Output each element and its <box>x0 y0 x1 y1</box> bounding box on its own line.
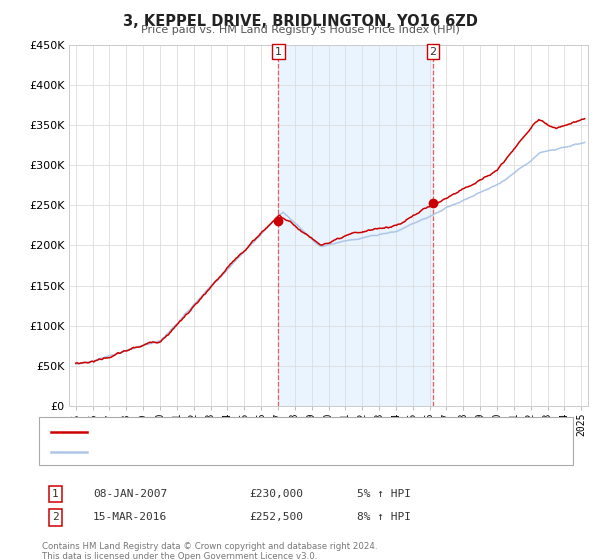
Text: HPI: Average price, detached house, East Riding of Yorkshire: HPI: Average price, detached house, East… <box>93 446 409 456</box>
Text: 3, KEPPEL DRIVE, BRIDLINGTON, YO16 6ZD: 3, KEPPEL DRIVE, BRIDLINGTON, YO16 6ZD <box>122 14 478 29</box>
Text: 08-JAN-2007: 08-JAN-2007 <box>93 489 167 499</box>
Text: £252,500: £252,500 <box>249 512 303 522</box>
Text: 3, KEPPEL DRIVE, BRIDLINGTON, YO16 6ZD (detached house): 3, KEPPEL DRIVE, BRIDLINGTON, YO16 6ZD (… <box>93 427 411 437</box>
Text: £230,000: £230,000 <box>249 489 303 499</box>
Text: 8% ↑ HPI: 8% ↑ HPI <box>357 512 411 522</box>
Text: Price paid vs. HM Land Registry's House Price Index (HPI): Price paid vs. HM Land Registry's House … <box>140 25 460 35</box>
Text: 1: 1 <box>52 489 59 499</box>
Text: 1: 1 <box>275 46 282 57</box>
Text: 2: 2 <box>52 512 59 522</box>
Text: 5% ↑ HPI: 5% ↑ HPI <box>357 489 411 499</box>
Text: Contains HM Land Registry data © Crown copyright and database right 2024.
This d: Contains HM Land Registry data © Crown c… <box>42 542 377 560</box>
Bar <box>278 45 433 406</box>
Text: 15-MAR-2016: 15-MAR-2016 <box>93 512 167 522</box>
Text: 2: 2 <box>430 46 437 57</box>
